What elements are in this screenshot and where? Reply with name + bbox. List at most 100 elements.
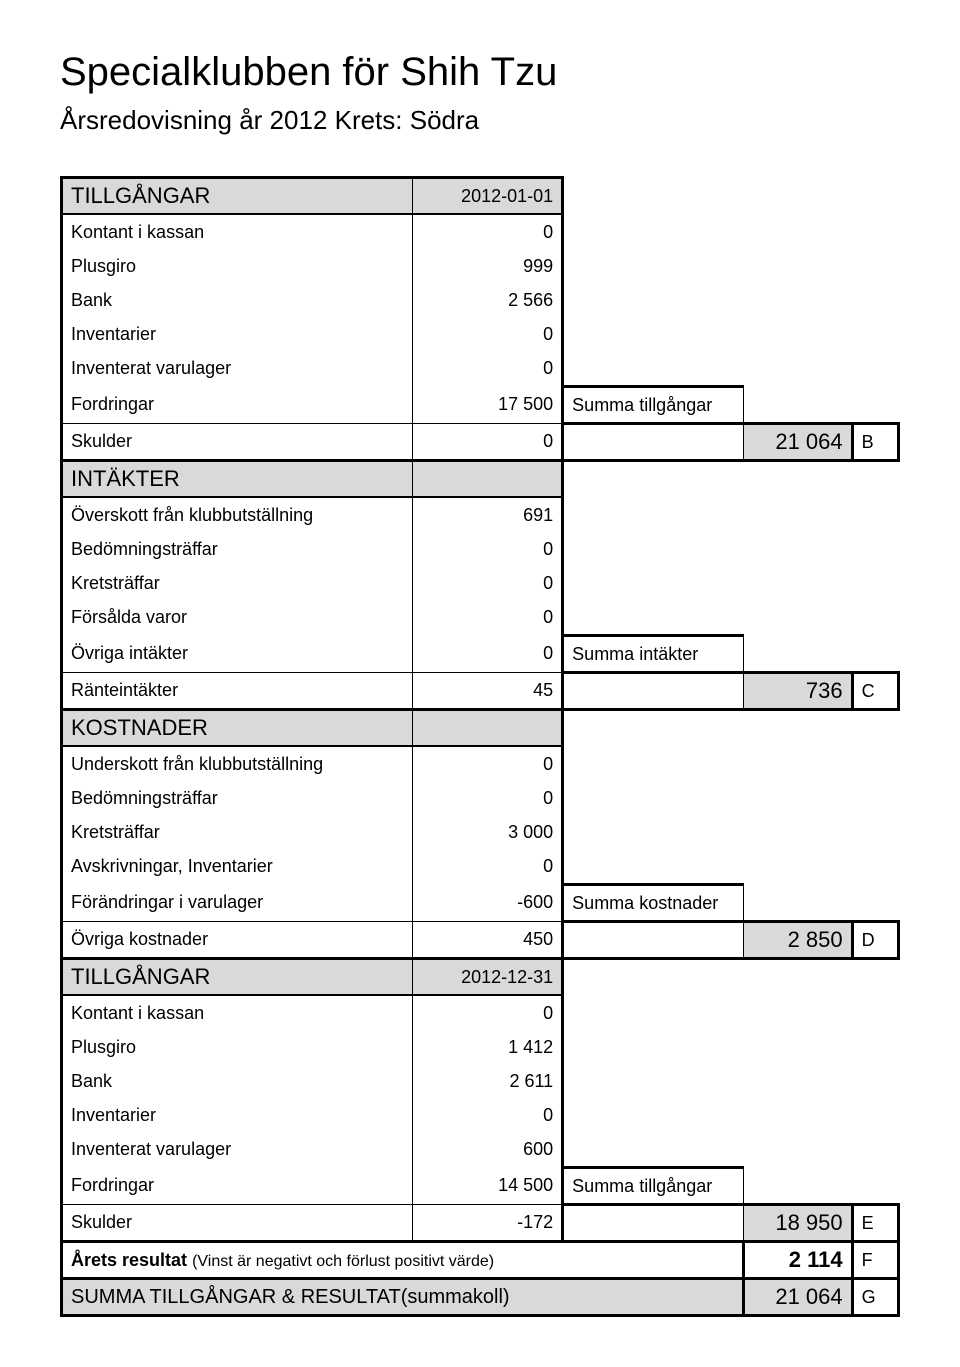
row-label: Bank: [62, 1064, 413, 1098]
sum-value: 18 950: [744, 1205, 852, 1242]
table-row: Inventerat varulager600: [62, 1132, 899, 1168]
row-label: Fordringar: [62, 387, 413, 424]
row-value: 0: [412, 995, 563, 1030]
resultat-label: Årets resultat: [71, 1250, 187, 1270]
row-value: 45: [412, 673, 563, 710]
row-label: Inventarier: [62, 317, 413, 351]
row-value: 3 000: [412, 815, 563, 849]
section-title: INTÄKTER: [62, 461, 413, 498]
section-date: 2012-01-01: [412, 178, 563, 215]
table-row: Överskott från klubbutställning691: [62, 497, 899, 532]
sum-value: 736: [744, 673, 852, 710]
row-value: 17 500: [412, 387, 563, 424]
row-value: 1 412: [412, 1030, 563, 1064]
table-row: Bedömningsträffar0: [62, 532, 899, 566]
row-value: 600: [412, 1132, 563, 1168]
resultat-label-cell: Årets resultat (Vinst är negativt och fö…: [62, 1242, 744, 1279]
table-row: Plusgiro999: [62, 249, 899, 283]
sum-row: Övriga kostnader 450 2 850 D: [62, 922, 899, 959]
row-value: 0: [412, 636, 563, 673]
row-value: 0: [412, 781, 563, 815]
sum-row: Skulder 0 21 064 B: [62, 424, 899, 461]
table-row: Kretsträffar0: [62, 566, 899, 600]
row-value: -600: [412, 885, 563, 922]
row-value: 450: [412, 922, 563, 959]
table-row: Inventarier0: [62, 1098, 899, 1132]
table-row: Avskrivningar, Inventarier0: [62, 849, 899, 885]
table-row: Bedömningsträffar0: [62, 781, 899, 815]
row-label: Inventerat varulager: [62, 1132, 413, 1168]
row-label: Skulder: [62, 1205, 413, 1242]
section-title: TILLGÅNGAR: [62, 178, 413, 215]
row-value: 0: [412, 351, 563, 387]
row-value: -172: [412, 1205, 563, 1242]
row-value: 2 611: [412, 1064, 563, 1098]
row-value: 0: [412, 849, 563, 885]
row-value: 0: [412, 424, 563, 461]
sum-letter: D: [852, 922, 898, 959]
row-label: Kretsträffar: [62, 566, 413, 600]
row-label: Förändringar i varulager: [62, 885, 413, 922]
summa-row: SUMMA TILLGÅNGAR & RESULTAT(summakoll) 2…: [62, 1279, 899, 1316]
row-label: Inventarier: [62, 1098, 413, 1132]
row-value: 0: [412, 214, 563, 249]
section-title: KOSTNADER: [62, 710, 413, 747]
section-header-tillgangar1: TILLGÅNGAR 2012-01-01: [62, 178, 899, 215]
table-row: Inventarier0: [62, 317, 899, 351]
page-title: Specialklubben för Shih Tzu: [60, 50, 900, 95]
row-value: 2 566: [412, 283, 563, 317]
sum-letter: B: [852, 424, 898, 461]
row-label: Bank: [62, 283, 413, 317]
table-row: Kretsträffar3 000: [62, 815, 899, 849]
summa-value: 21 064: [744, 1279, 852, 1316]
sum-row: Ränteintäkter 45 736 C: [62, 673, 899, 710]
row-value: 14 500: [412, 1168, 563, 1205]
row-value: 691: [412, 497, 563, 532]
section-header-kostnader: KOSTNADER: [62, 710, 899, 747]
table-row: Kontant i kassan0: [62, 995, 899, 1030]
row-value: 999: [412, 249, 563, 283]
row-label: Skulder: [62, 424, 413, 461]
presum-row: Förändringar i varulager -600 Summa kost…: [62, 885, 899, 922]
row-label: Fordringar: [62, 1168, 413, 1205]
row-label: Underskott från klubbutställning: [62, 746, 413, 781]
row-value: 0: [412, 600, 563, 636]
table-row: Bank2 566: [62, 283, 899, 317]
page-subtitle: Årsredovisning år 2012 Krets: Södra: [60, 105, 900, 136]
sum-label: Summa tillgångar: [563, 1168, 744, 1205]
sum-letter: C: [852, 673, 898, 710]
presum-row: Fordringar 14 500 Summa tillgångar: [62, 1168, 899, 1205]
row-label: Avskrivningar, Inventarier: [62, 849, 413, 885]
table-row: Försålda varor0: [62, 600, 899, 636]
table-row: Plusgiro1 412: [62, 1030, 899, 1064]
row-value: 0: [412, 317, 563, 351]
row-label: Kretsträffar: [62, 815, 413, 849]
sum-row: Skulder -172 18 950 E: [62, 1205, 899, 1242]
row-label: Kontant i kassan: [62, 214, 413, 249]
row-label: Inventerat varulager: [62, 351, 413, 387]
row-label: Övriga kostnader: [62, 922, 413, 959]
report-table: TILLGÅNGAR 2012-01-01 Kontant i kassan0 …: [60, 176, 900, 1317]
sum-label: Summa kostnader: [563, 885, 744, 922]
summa-label: SUMMA TILLGÅNGAR & RESULTAT(summakoll): [62, 1279, 744, 1316]
row-value: 0: [412, 1098, 563, 1132]
section-date: 2012-12-31: [412, 959, 563, 996]
presum-row: Övriga intäkter 0 Summa intäkter: [62, 636, 899, 673]
row-value: 0: [412, 532, 563, 566]
sum-letter: E: [852, 1205, 898, 1242]
section-header-intakter: INTÄKTER: [62, 461, 899, 498]
resultat-value: 2 114: [744, 1242, 852, 1279]
row-label: Plusgiro: [62, 1030, 413, 1064]
resultat-note: (Vinst är negativt och förlust positivt …: [192, 1253, 494, 1270]
table-row: Bank2 611: [62, 1064, 899, 1098]
row-label: Bedömningsträffar: [62, 781, 413, 815]
sum-label: Summa intäkter: [563, 636, 744, 673]
presum-row: Fordringar 17 500 Summa tillgångar: [62, 387, 899, 424]
row-label: Kontant i kassan: [62, 995, 413, 1030]
sum-value: 2 850: [744, 922, 852, 959]
row-label: Övriga intäkter: [62, 636, 413, 673]
sum-label: Summa tillgångar: [563, 387, 744, 424]
section-header-tillgangar2: TILLGÅNGAR 2012-12-31: [62, 959, 899, 996]
row-label: Plusgiro: [62, 249, 413, 283]
row-value: 0: [412, 746, 563, 781]
